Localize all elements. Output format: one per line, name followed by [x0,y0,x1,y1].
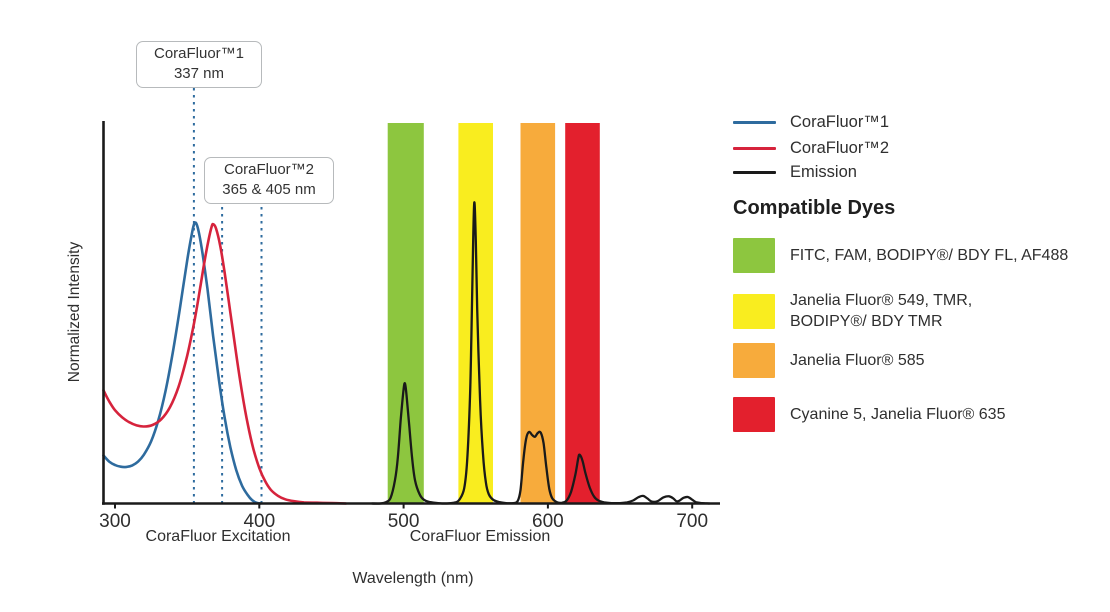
callout-corafluor1-wavelength: 337 nm [173,65,225,83]
legend-label: CoraFluor™2 [790,138,890,157]
legend-line-red [733,146,776,150]
corafluor1-excitation-curve [102,221,262,505]
red-swatch [733,397,775,432]
dye-row-yellow: Janelia Fluor® 549, TMR, BODIPY®/ BDY TM… [733,290,972,332]
emission-curve [370,201,711,505]
dye-label: Cyanine 5, Janelia Fluor® 635 [790,404,1005,425]
x-axis-label: Wavelength (nm) [352,570,474,587]
y-axis-label: Normalized Intensity [66,241,83,383]
green-swatch [733,238,775,273]
emission-band-0 [387,123,424,503]
callout-corafluor2-name: CoraFluor™2 [223,161,315,178]
callout-corafluor1: CoraFluor™1 337 nm [136,41,262,88]
x-tick-label-600: 600 [532,511,564,532]
x-tick-label-500: 500 [388,511,420,532]
emission-band-3 [565,123,600,503]
legend-item-corafluor2: CoraFluor™2 [733,139,889,157]
dye-row-red: Cyanine 5, Janelia Fluor® 635 [733,397,1005,432]
dye-label-line: Janelia Fluor® 585 [790,351,925,369]
legend-item-corafluor1: CoraFluor™1 [733,113,889,131]
dye-label-line: FITC, FAM, BODIPY®/ BDY FL, AF488 [790,246,1069,264]
emission-band-1 [458,123,493,503]
x-tick-label-700: 700 [676,511,708,532]
dye-label-line: Janelia Fluor® 549, TMR, [790,292,973,309]
callout-corafluor1-name: CoraFluor™1 [153,45,245,62]
orange-swatch [733,343,775,378]
corafluor2-excitation-curve [102,222,348,505]
callout-corafluor2: CoraFluor™2 365 & 405 nm [204,157,334,204]
dye-label-line: BODIPY®/ BDY TMR [790,313,943,331]
emission-region-label: CoraFluor Emission [409,528,551,545]
callout-corafluor2-wavelength: 365 & 405 nm [222,181,316,199]
dye-row-orange: Janelia Fluor® 585 [733,343,925,378]
dye-row-green: FITC, FAM, BODIPY®/ BDY FL, AF488 [733,238,1068,273]
legend-line-blue [733,120,776,124]
legend-item-emission: Emission [733,163,857,181]
yellow-swatch [733,293,775,329]
dye-label: Janelia Fluor® 585 [790,350,925,371]
dye-label: FITC, FAM, BODIPY®/ BDY FL, AF488 [790,245,1068,266]
legend-label: Emission [790,162,857,181]
dye-label: Janelia Fluor® 549, TMR, BODIPY®/ BDY TM… [790,290,972,332]
dye-label-line: Cyanine 5, Janelia Fluor® 635 [790,405,1006,423]
legend-line-black [733,170,776,174]
x-tick-label-300: 300 [99,511,131,532]
x-tick-label-400: 400 [243,511,275,532]
compatible-dyes-heading: Compatible Dyes [733,197,896,219]
legend-label: CoraFluor™1 [790,112,890,131]
excitation-region-label: CoraFluor Excitation [145,528,291,545]
